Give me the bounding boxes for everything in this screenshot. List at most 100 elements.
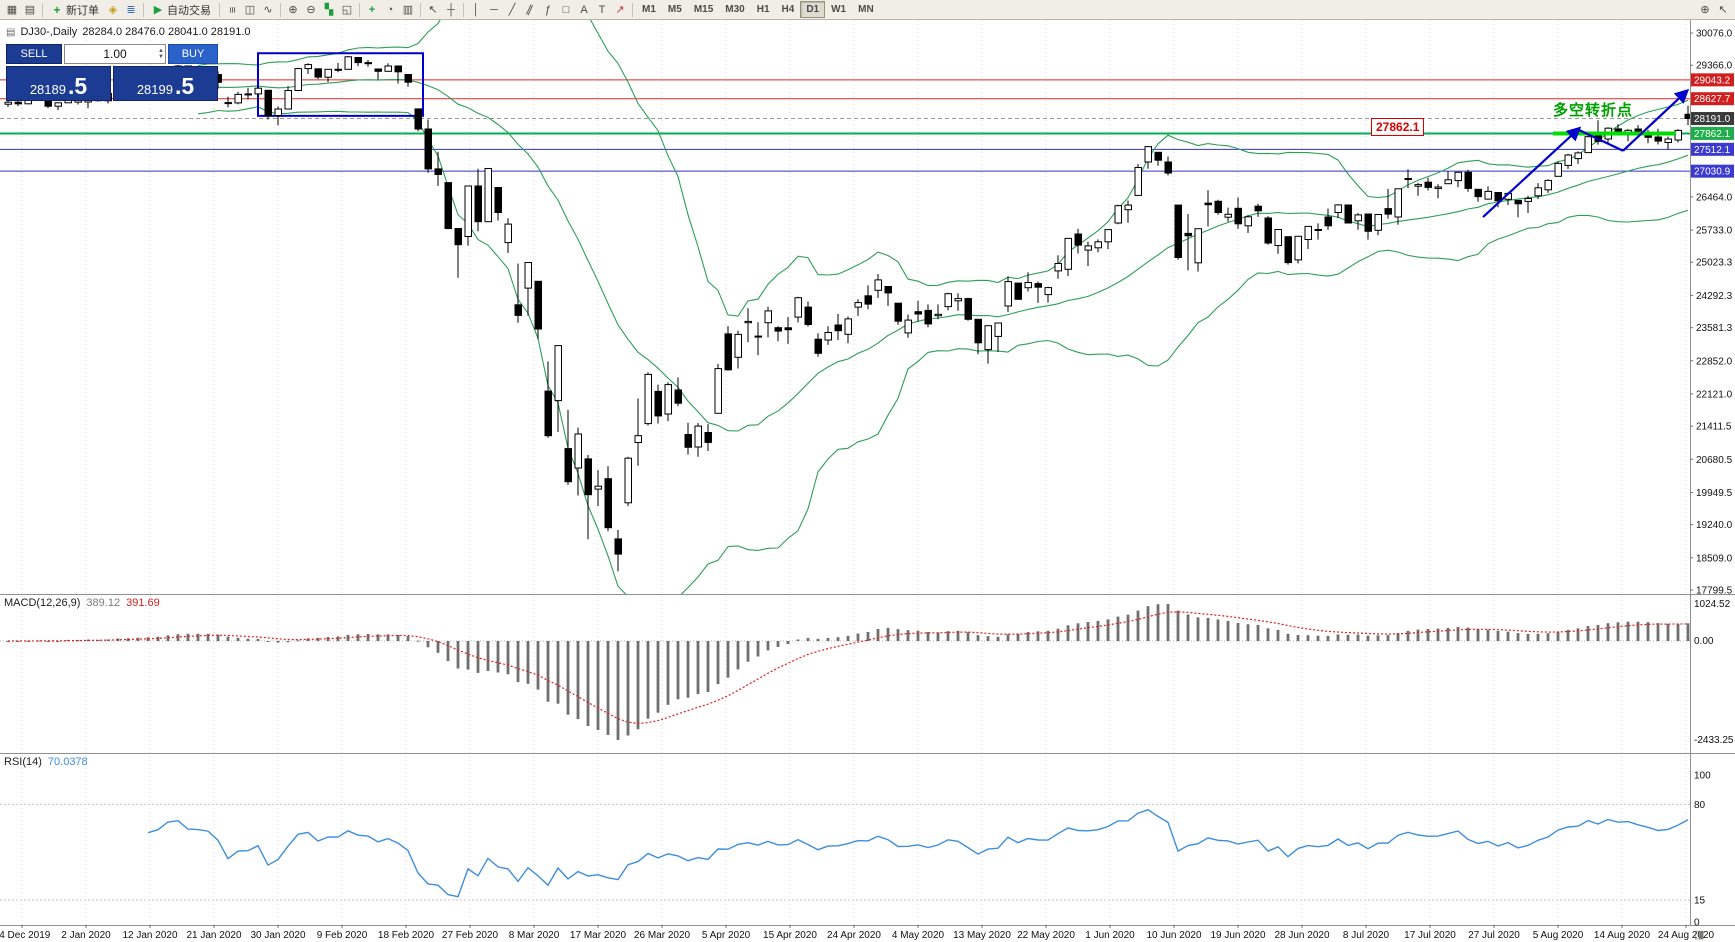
- shapes-tool-icon[interactable]: □: [562, 3, 570, 16]
- panel-separators[interactable]: [0, 20, 1735, 926]
- horizontal-line-tool-icon[interactable]: ─: [490, 3, 498, 16]
- tf-button-w1[interactable]: W1: [831, 4, 847, 15]
- svg-text:29366.0: 29366.0: [1696, 61, 1733, 72]
- rsi-label-text: RSI(14): [4, 756, 42, 768]
- vertical-line-tool-icon[interactable]: │: [472, 3, 480, 16]
- svg-text:26 Mar 2020: 26 Mar 2020: [634, 930, 691, 941]
- rsi-level-lines: [0, 803, 1690, 901]
- svg-text:29043.2: 29043.2: [1694, 75, 1731, 86]
- macd-signal-line: [8, 611, 1689, 725]
- toolbar-separator: [280, 2, 281, 17]
- macd-main-value: 389.12: [86, 597, 121, 609]
- volume-input[interactable]: [78, 46, 152, 62]
- channel-tool-icon[interactable]: ∥: [524, 3, 535, 17]
- zoom-out-icon[interactable]: ⊖: [306, 4, 316, 16]
- chart-window-icon[interactable]: ▦: [6, 4, 18, 16]
- trend-arrows[interactable]: [1482, 88, 1690, 218]
- arrow-tool-icon[interactable]: ↗: [615, 4, 625, 16]
- svg-text:24292.3: 24292.3: [1696, 291, 1733, 302]
- svg-text:20680.5: 20680.5: [1696, 455, 1733, 466]
- buy-button[interactable]: BUY: [168, 44, 218, 64]
- pivot-annotation-text[interactable]: 多空转折点: [1553, 102, 1634, 119]
- macd-signal-value: 391.69: [126, 597, 160, 609]
- sell-price-panel[interactable]: 28189 .5: [6, 66, 111, 101]
- spin-down-icon[interactable]: ▼: [158, 54, 164, 60]
- autotrading-button[interactable]: ▶ 自动交易: [147, 1, 216, 19]
- svg-text:8 Jul 2020: 8 Jul 2020: [1343, 930, 1390, 941]
- svg-text:17 Mar 2020: 17 Mar 2020: [570, 930, 627, 941]
- price-badge: [1691, 73, 1734, 87]
- chart-shift-icon[interactable]: ◨: [1694, 929, 1705, 941]
- svg-text:27862.1: 27862.1: [1694, 129, 1731, 140]
- consolidation-rectangle[interactable]: [257, 52, 424, 117]
- crosshair-icon[interactable]: ┼: [447, 3, 455, 16]
- svg-text:13 May 2020: 13 May 2020: [953, 930, 1011, 941]
- svg-text:25733.0: 25733.0: [1696, 226, 1733, 237]
- svg-text:18 Feb 2020: 18 Feb 2020: [378, 930, 435, 941]
- toolbar-separator: [143, 2, 144, 17]
- pointer-icon[interactable]: ↖: [1718, 4, 1728, 16]
- tile-windows-icon[interactable]: ▚: [324, 4, 334, 16]
- svg-text:15: 15: [1694, 895, 1706, 906]
- tf-button-m30[interactable]: M30: [725, 4, 745, 15]
- tf-button-h1[interactable]: H1: [756, 4, 770, 15]
- svg-text:24 Aug 2020: 24 Aug 2020: [1658, 930, 1715, 941]
- price-badge: [1691, 112, 1734, 126]
- new-order-label: 新订单: [66, 4, 99, 17]
- chart-symbol-icon: ▤: [6, 26, 16, 38]
- bar-chart-icon[interactable]: ≡: [225, 6, 238, 13]
- text-tool-icon[interactable]: A: [580, 3, 588, 16]
- fibonacci-tool-icon[interactable]: ƒ: [544, 3, 552, 16]
- svg-text:28627.7: 28627.7: [1694, 94, 1731, 105]
- sell-button[interactable]: SELL: [6, 44, 62, 64]
- add-indicator-icon[interactable]: +: [368, 3, 376, 16]
- buy-price-pips: .5: [174, 73, 195, 99]
- svg-text:22121.0: 22121.0: [1696, 389, 1733, 400]
- volume-spinner[interactable]: ▲ ▼: [158, 45, 164, 63]
- tf-button-m5[interactable]: M5: [667, 4, 682, 15]
- line-chart-icon[interactable]: ∿: [263, 4, 273, 16]
- chart-background: [0, 20, 1735, 942]
- svg-text:17799.5: 17799.5: [1696, 586, 1733, 597]
- templates-icon[interactable]: ▥: [402, 4, 414, 16]
- trendline-tool-icon[interactable]: ╱: [508, 4, 516, 16]
- svg-text:30 Jan 2020: 30 Jan 2020: [250, 930, 305, 941]
- svg-text:12 Jan 2020: 12 Jan 2020: [122, 930, 177, 941]
- autotrading-label: 自动交易: [167, 4, 211, 17]
- new-chart-icon[interactable]: ▤: [24, 4, 36, 16]
- cursor-icon[interactable]: ↖: [428, 4, 438, 16]
- tf-button-mn[interactable]: MN: [858, 4, 874, 15]
- price-badge: [1691, 164, 1734, 178]
- zoom-in-icon[interactable]: ⊕: [288, 4, 298, 16]
- buy-price-main: 28199: [136, 82, 173, 97]
- svg-text:27 Jul 2020: 27 Jul 2020: [1468, 930, 1520, 941]
- toolbar-separator: [632, 2, 633, 17]
- svg-text:15 Apr 2020: 15 Apr 2020: [763, 930, 817, 941]
- tf-button-m15[interactable]: M15: [693, 4, 714, 15]
- svg-text:-2433.25: -2433.25: [1694, 735, 1734, 746]
- tf-button-h4[interactable]: H4: [781, 4, 795, 15]
- periods-icon[interactable]: ◔: [386, 3, 394, 16]
- chart-ohlc-values: 28284.0 28476.0 28041.0 28191.0: [82, 26, 251, 38]
- search-icon[interactable]: ⊕: [1700, 4, 1710, 16]
- candlestick-chart-icon[interactable]: ◫: [244, 4, 256, 16]
- svg-text:26464.0: 26464.0: [1696, 192, 1733, 203]
- price-level-callout[interactable]: 27862.1: [1371, 118, 1425, 136]
- tf-button-m1[interactable]: M1: [642, 4, 656, 15]
- svg-text:28 Jun 2020: 28 Jun 2020: [1274, 930, 1329, 941]
- rsi-line: [147, 808, 1689, 898]
- new-order-button[interactable]: + 新订单: [46, 1, 104, 19]
- svg-text:0: 0: [1694, 918, 1700, 929]
- alerts-icon[interactable]: ◈: [108, 4, 118, 16]
- cascade-windows-icon[interactable]: ◱: [341, 4, 353, 16]
- rsi-axis: 100 80 15 0: [1694, 771, 1711, 929]
- label-tool-icon[interactable]: T: [598, 3, 606, 16]
- tf-button-d1[interactable]: D1: [800, 1, 826, 18]
- toolbar-separator: [420, 2, 421, 17]
- play-icon: ▶: [153, 4, 163, 16]
- spin-up-icon[interactable]: ▲: [158, 48, 164, 54]
- buy-price-panel[interactable]: 28199 .5: [113, 66, 218, 101]
- market-watch-icon[interactable]: ≣: [126, 4, 136, 16]
